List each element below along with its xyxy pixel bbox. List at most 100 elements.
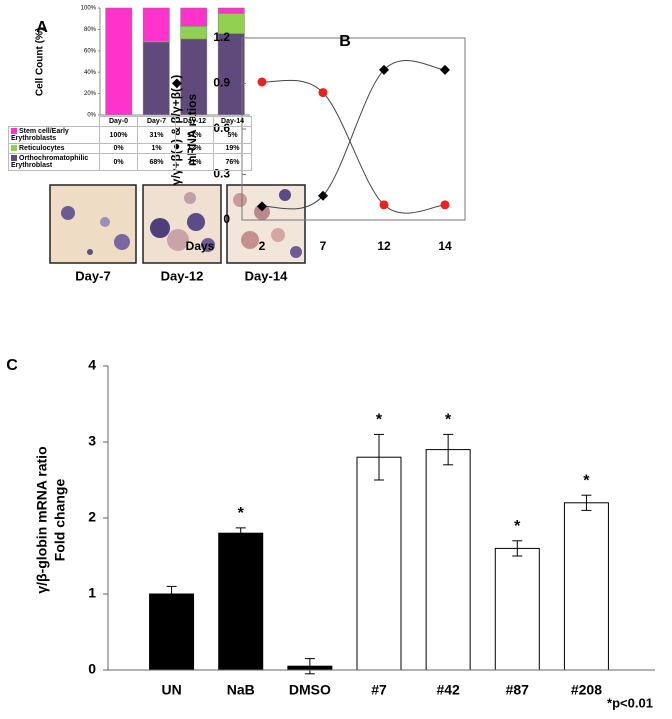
- bar-segment: [180, 25, 208, 40]
- y-tick-label: 3: [88, 433, 96, 449]
- significance-mark: *: [376, 412, 383, 429]
- marker: [318, 190, 328, 201]
- micrograph: [142, 184, 222, 264]
- x-tick-label: #7: [371, 682, 387, 698]
- table-row: Stem cell/Early Erythroblasts 100% 31% 17% 5…: [8, 126, 252, 144]
- x-tick-label: 2: [259, 239, 266, 253]
- value-label: 1%: [137, 143, 176, 154]
- bar-segment: [142, 41, 170, 116]
- value-label: 0%: [99, 143, 138, 154]
- panel-label: A: [36, 19, 48, 36]
- footnote: *p<0.01: [607, 695, 653, 710]
- bar: [149, 593, 195, 671]
- data-table: Day-0 Day-7 Day-12 Day-14 Stem cell/Early Er…: [8, 116, 252, 171]
- significance-mark: *: [583, 472, 590, 489]
- y-tick-label: 20%: [84, 91, 97, 97]
- bar-segment: [217, 33, 245, 116]
- y-axis-title: Cell Count (%): [35, 28, 46, 96]
- bar: [494, 547, 540, 671]
- marker: [318, 88, 328, 98]
- bar-segment: [217, 7, 245, 14]
- legend-label: Reticulocytes: [19, 145, 65, 152]
- value-label: 76%: [213, 153, 252, 171]
- table-row: Day-0 Day-7 Day-12 Day-14: [9, 116, 252, 127]
- x-tick-label: #208: [571, 682, 602, 698]
- table-row: Reticulocytes 0% 1% 12% 19%: [8, 143, 252, 154]
- x-tick-label: 7: [320, 239, 327, 253]
- y-tick-label: 0%: [87, 113, 96, 119]
- y-axis-title: Fold change: [52, 479, 68, 562]
- x-tick-label: 14: [438, 239, 452, 253]
- y-tick-label: 1: [88, 585, 96, 601]
- marker: [379, 200, 389, 210]
- y-tick-label: 60%: [84, 48, 97, 54]
- bar: [356, 456, 402, 671]
- panel-label: B: [339, 33, 351, 50]
- y-tick-label: 2: [88, 509, 96, 525]
- value-label: 68%: [137, 153, 176, 171]
- series-line: [261, 60, 446, 210]
- category-label: Day-7: [137, 116, 176, 127]
- marker: [440, 64, 450, 75]
- value-label: 12%: [175, 143, 214, 154]
- value-label: 71%: [175, 153, 214, 171]
- y-tick-label: 80%: [84, 27, 97, 33]
- bar-segment: [105, 7, 133, 116]
- value-label: 0%: [99, 153, 138, 171]
- micrograph: [226, 184, 306, 264]
- value-label: 5%: [213, 126, 252, 144]
- bar: [425, 449, 471, 671]
- y-tick-label: 100%: [81, 6, 97, 12]
- table-row: Orthochromatophilic Erythroblast 0% 68% 71%…: [8, 153, 252, 171]
- y-tick-label: 40%: [84, 70, 97, 76]
- value-label: 19%: [213, 143, 252, 154]
- y-tick-label: 0: [88, 661, 96, 677]
- table-cell: Stem cell/Early Erythroblasts: [8, 126, 100, 144]
- y-tick-label: 1.2: [213, 30, 230, 44]
- table-cell: [9, 117, 100, 127]
- x-tick-label: #42: [436, 682, 460, 698]
- legend-label: Stem cell/Early Erythroblasts: [11, 128, 69, 142]
- category-label: Day-12: [175, 116, 214, 127]
- category-label: Day-0: [99, 116, 138, 127]
- marker: [257, 201, 267, 212]
- table-cell: Reticulocytes: [8, 143, 100, 154]
- significance-mark: *: [445, 412, 452, 429]
- legend-swatch: [11, 155, 17, 162]
- y-axis-title: γ/β-globin mRNA ratio: [34, 446, 50, 593]
- panel-label: C: [6, 357, 18, 374]
- category-label: Day-14: [213, 116, 252, 127]
- x-tick-label: NaB: [227, 682, 255, 698]
- value-label: 31%: [137, 126, 176, 144]
- significance-mark: *: [238, 505, 245, 522]
- x-axis-title: Days: [186, 239, 215, 253]
- bar-segment: [142, 7, 170, 42]
- x-tick-label: DMSO: [289, 682, 331, 698]
- y-tick-label: 4: [88, 357, 96, 373]
- marker: [257, 77, 267, 87]
- bar: [563, 502, 609, 671]
- legend-label: Orthochromatophilic Erythroblast: [11, 155, 89, 169]
- micrograph-label: Day-14: [245, 268, 288, 283]
- x-tick-label: #87: [506, 682, 530, 698]
- y-tick-label: 0: [223, 212, 230, 226]
- value-label: 100%: [99, 126, 138, 144]
- legend-swatch: [11, 145, 17, 152]
- marker: [440, 200, 450, 210]
- value-label: 17%: [175, 126, 214, 144]
- y-tick-label: 0.9: [213, 76, 230, 90]
- significance-mark: *: [514, 518, 521, 535]
- x-tick-label: 12: [377, 239, 391, 253]
- bar: [218, 532, 264, 671]
- marker: [379, 64, 389, 75]
- table-cell: Orthochromatophilic Erythroblast: [8, 153, 100, 171]
- legend-swatch: [11, 128, 17, 135]
- micrograph: [49, 184, 137, 264]
- x-tick-label: UN: [161, 682, 181, 698]
- micrograph-label: Day-12: [161, 268, 204, 283]
- micrograph-label: Day-7: [75, 268, 110, 283]
- series-line: [261, 79, 446, 214]
- bar-segment: [180, 7, 208, 27]
